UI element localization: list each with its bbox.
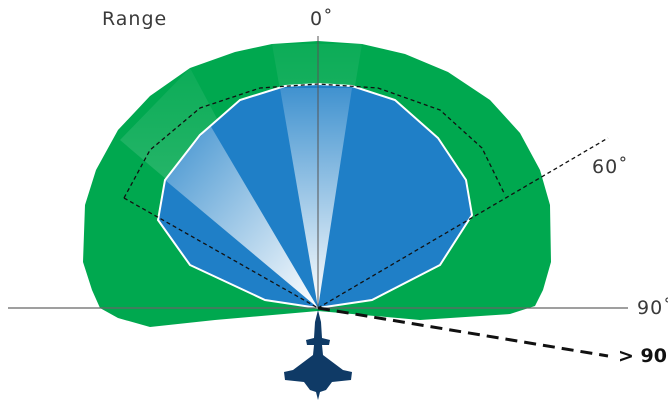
dashed-left-radial — [123, 197, 319, 309]
beam-wedge-left — [165, 125, 318, 308]
beam-wedge-center — [280, 88, 352, 308]
angle-60-label: 60˚ — [592, 156, 629, 178]
angle-0-label: 0˚ — [310, 8, 334, 30]
fighter-jet-icon — [284, 310, 352, 400]
range-label: Range — [102, 8, 168, 30]
angle-90-label: 90˚ — [637, 297, 668, 319]
dashed-beyond-90deg-line — [317, 306, 609, 358]
angle-gt90-label: > 90˚ — [618, 345, 668, 367]
dashed-60deg-line — [317, 137, 609, 309]
